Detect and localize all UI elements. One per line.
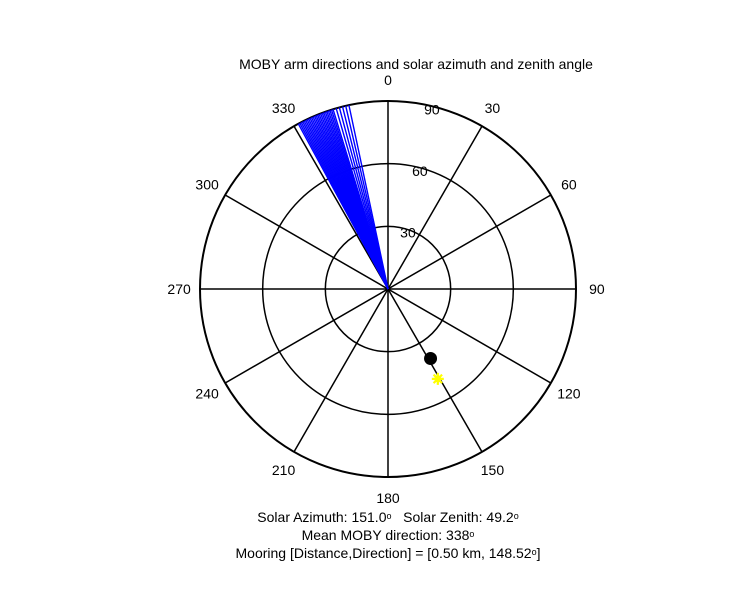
degree-symbol: o	[513, 511, 519, 521]
degree-symbol: o	[469, 529, 475, 539]
angle-tick-label: 0	[384, 72, 392, 88]
degree-symbol: o	[531, 547, 537, 557]
angle-tick-label: 90	[589, 281, 605, 297]
mooring-text: Mooring [Distance,Direction] = [0.50 km,…	[235, 545, 532, 561]
degree-symbol: o	[386, 511, 392, 521]
radial-tick-label: 30	[400, 224, 416, 240]
caption-moby: Mean MOBY direction: 338o	[0, 526, 750, 544]
solar-zenith-text: Solar Zenith: 49.2	[391, 509, 514, 525]
mooring-text-end: ]	[536, 545, 541, 561]
angle-tick-label: 180	[376, 490, 400, 506]
moby-arm-line	[348, 104, 389, 290]
caption-mooring: Mooring [Distance,Direction] = [0.50 km,…	[0, 544, 750, 562]
radial-tick-label: 60	[412, 163, 428, 179]
angle-tick-label: 240	[195, 385, 219, 401]
chart-title: MOBY arm directions and solar azimuth an…	[239, 56, 593, 72]
angle-tick-label: 210	[272, 462, 296, 478]
moby-arm-directions	[297, 104, 389, 290]
angle-tick-label: 150	[481, 462, 505, 478]
angle-tick-label: 330	[272, 100, 296, 116]
angle-tick-label: 30	[485, 100, 501, 116]
angle-labels: 0 30 60 90 120 150 180 210 240 270 300 330 30 60 90	[167, 72, 604, 506]
solar-azimuth-text: Solar Azimuth: 151.0	[257, 509, 387, 525]
angle-tick-label: 300	[195, 177, 219, 193]
sun-marker	[431, 372, 444, 385]
plot-markers	[424, 351, 444, 385]
angle-tick-label: 60	[561, 177, 577, 193]
sun-marker-core	[434, 375, 442, 383]
caption-solar: Solar Azimuth: 151.0o Solar Zenith: 49.2…	[0, 508, 750, 526]
mean-moby-direction-text: Mean MOBY direction: 338	[301, 527, 470, 543]
radial-tick-label: 90	[424, 101, 440, 117]
angle-tick-label: 120	[557, 385, 581, 401]
angle-tick-label: 270	[167, 281, 191, 297]
mooring-marker	[424, 351, 438, 365]
